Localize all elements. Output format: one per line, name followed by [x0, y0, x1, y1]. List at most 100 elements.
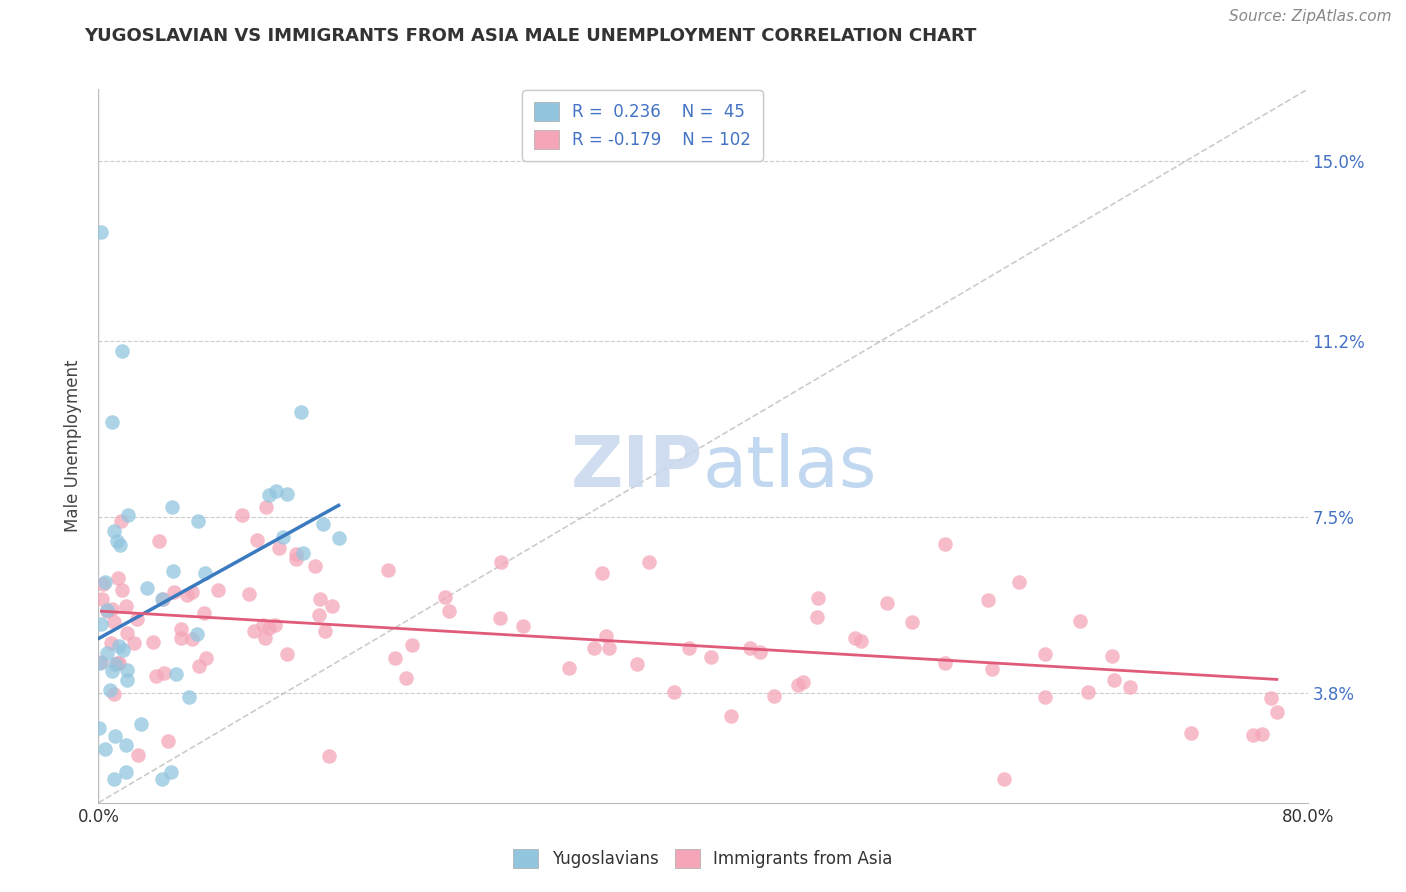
Point: [290, 405, 312, 419]
Point: [1260, 691, 1282, 706]
Point: [980, 662, 1002, 676]
Point: [187, 514, 209, 528]
Point: [748, 645, 770, 659]
Point: [259, 488, 281, 502]
Point: [993, 772, 1015, 786]
Point: [664, 685, 686, 699]
Point: [786, 677, 808, 691]
Point: [108, 640, 131, 654]
Point: [187, 659, 209, 673]
Point: [152, 772, 174, 786]
Text: atlas: atlas: [703, 433, 877, 502]
Point: [512, 619, 534, 633]
Point: [308, 608, 330, 623]
Point: [876, 596, 898, 610]
Point: [1008, 575, 1031, 590]
Point: [720, 708, 742, 723]
Point: [321, 599, 343, 614]
Point: [115, 673, 138, 688]
Point: [193, 606, 215, 620]
Point: [125, 612, 148, 626]
Point: [1069, 615, 1091, 629]
Point: [792, 674, 814, 689]
Point: [105, 657, 128, 671]
Point: [849, 634, 872, 648]
Point: [91, 592, 114, 607]
Point: [94, 574, 117, 589]
Point: [90, 616, 112, 631]
Point: [638, 555, 661, 569]
Point: [179, 690, 201, 705]
Point: [110, 582, 132, 597]
Point: [1180, 726, 1202, 740]
Point: [245, 533, 267, 547]
Point: [101, 664, 124, 678]
Point: [1101, 648, 1123, 663]
Text: Source: ZipAtlas.com: Source: ZipAtlas.com: [1229, 9, 1392, 24]
Point: [127, 748, 149, 763]
Point: [96, 603, 118, 617]
Point: [117, 508, 139, 522]
Point: [110, 538, 132, 552]
Point: [276, 487, 298, 501]
Point: [318, 749, 340, 764]
Point: [142, 634, 165, 648]
Point: [101, 602, 124, 616]
Point: [1033, 690, 1056, 704]
Point: [314, 624, 336, 638]
Text: YUGOSLAVIAN VS IMMIGRANTS FROM ASIA MALE UNEMPLOYMENT CORRELATION CHART: YUGOSLAVIAN VS IMMIGRANTS FROM ASIA MALE…: [84, 27, 977, 45]
Point: [252, 618, 274, 632]
Point: [489, 611, 512, 625]
Point: [150, 592, 173, 607]
Point: [678, 640, 700, 655]
Point: [152, 591, 174, 606]
Point: [1241, 727, 1264, 741]
Point: [207, 582, 229, 597]
Point: [104, 657, 127, 672]
Point: [145, 669, 167, 683]
Point: [934, 537, 956, 551]
Point: [160, 500, 183, 515]
Point: [489, 555, 512, 569]
Point: [103, 524, 125, 538]
Point: [401, 638, 423, 652]
Point: [242, 624, 264, 638]
Point: [110, 515, 132, 529]
Point: [257, 621, 280, 635]
Legend: Yugoslavians, Immigrants from Asia: Yugoslavians, Immigrants from Asia: [506, 842, 900, 875]
Y-axis label: Male Unemployment: Male Unemployment: [65, 359, 83, 533]
Point: [284, 551, 307, 566]
Point: [94, 742, 117, 756]
Point: [195, 651, 218, 665]
Point: [129, 716, 152, 731]
Point: [176, 588, 198, 602]
Point: [977, 593, 1000, 607]
Point: [153, 665, 176, 680]
Point: [231, 508, 253, 522]
Point: [115, 764, 138, 779]
Point: [238, 587, 260, 601]
Point: [700, 649, 723, 664]
Point: [273, 530, 295, 544]
Point: [100, 636, 122, 650]
Point: [264, 617, 287, 632]
Point: [156, 734, 179, 748]
Point: [162, 564, 184, 578]
Point: [1077, 685, 1099, 699]
Point: [1251, 727, 1274, 741]
Point: [269, 541, 291, 555]
Point: [595, 629, 617, 643]
Point: [254, 631, 277, 645]
Point: [111, 643, 134, 657]
Point: [165, 667, 187, 681]
Point: [1119, 680, 1142, 694]
Point: [105, 533, 128, 548]
Point: [96, 646, 118, 660]
Point: [136, 581, 159, 595]
Point: [591, 566, 613, 580]
Point: [807, 591, 830, 606]
Point: [901, 615, 924, 629]
Point: [115, 738, 138, 752]
Point: [163, 585, 186, 599]
Point: [107, 571, 129, 585]
